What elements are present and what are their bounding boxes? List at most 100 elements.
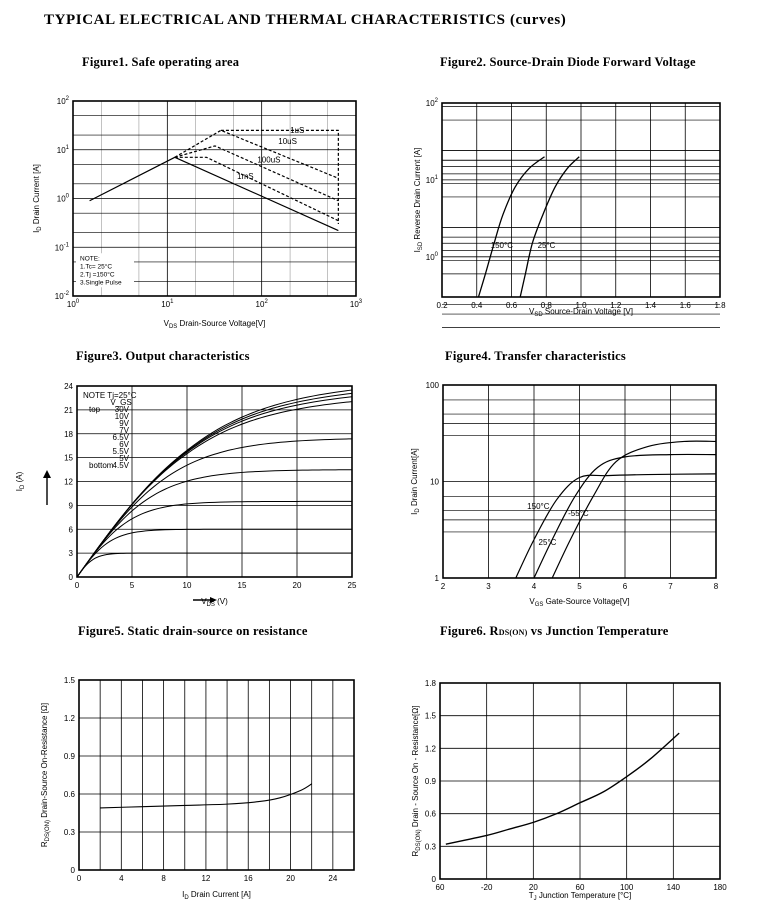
output-curve-5_5V xyxy=(76,500,353,578)
y-tick-label: 1.2 xyxy=(64,714,76,723)
x-tick-label: 101 xyxy=(161,299,174,309)
x-tick-label: 60 xyxy=(576,883,585,892)
x-axis-label: TJ Junction Temperature [°C] xyxy=(529,891,632,902)
legend-vgs: V_GS xyxy=(110,398,131,407)
x-axis-label: VDS Drain-Source Voltage[V] xyxy=(164,319,266,330)
legend-vgs-value: 7V xyxy=(119,426,129,435)
x-tick-label: 100 xyxy=(67,299,80,309)
y-tick-label: 0 xyxy=(432,875,437,884)
note-box xyxy=(76,253,134,288)
transfer-curve xyxy=(533,453,717,579)
y-tick-label: 12 xyxy=(64,478,73,487)
legend-vgs-value: 30V xyxy=(115,405,130,414)
y-axis-label: ID Drain Current [A] xyxy=(32,164,43,233)
output-curve-6_5V xyxy=(76,438,353,578)
fig3-title: Figure3. Output characteristics xyxy=(76,349,250,363)
x-tick-label: 5 xyxy=(130,581,135,590)
x-tick-label: 20 xyxy=(286,874,295,883)
legend-tag: top xyxy=(89,405,101,414)
x-axis-label: ID Drain Current [A] xyxy=(182,890,251,901)
plot-frame xyxy=(439,682,721,880)
x-tick-label: 102 xyxy=(256,299,269,309)
temp-label: 150°C xyxy=(491,241,514,250)
x-tick-label: 60 xyxy=(436,883,445,892)
diode-curve xyxy=(477,156,545,298)
x-tick-label: 16 xyxy=(244,874,253,883)
note-line: 1.Tc= 25°C xyxy=(80,262,112,270)
y-tick-label: 101 xyxy=(426,175,439,185)
soa-line-100us xyxy=(174,145,339,202)
plot-frame xyxy=(441,102,721,298)
fig4-title: Figure4. Transfer characteristics xyxy=(445,349,626,363)
y-tick-label: 100 xyxy=(426,381,440,390)
legend-vgs-value: 4.5V xyxy=(113,461,130,470)
x-tick-label: 0.4 xyxy=(471,301,483,310)
plot-frame xyxy=(76,385,353,578)
y-tick-label: 0 xyxy=(71,866,76,875)
figure5-chart: 0 4 8 12 16 20 24 0 0.3 0.6 0.9 1.2 1.5 ID Drain Curr… xyxy=(40,676,355,901)
y-axis-label: ID Drain Current[A] xyxy=(410,448,421,515)
x-tick-label: 10 xyxy=(183,581,192,590)
y-tick-label: 0.9 xyxy=(425,777,437,786)
x-tick-label: 0 xyxy=(77,874,82,883)
x-tick-label: 1.2 xyxy=(610,301,622,310)
y-axis-arrowhead xyxy=(43,470,51,478)
plot-frame xyxy=(78,679,355,871)
x-tick-label: 1.6 xyxy=(680,301,692,310)
y-tick-label: 6 xyxy=(69,525,74,534)
y-tick-label: 10 xyxy=(430,478,439,487)
x-tick-label: 0 xyxy=(75,581,80,590)
x-tick-label: 0.6 xyxy=(506,301,518,310)
temp-label: 150°C xyxy=(527,502,550,511)
fig6-title-prefix: Figure6. R xyxy=(440,624,499,638)
y-tick-label: 1.5 xyxy=(425,712,437,721)
y-tick-label: 0.6 xyxy=(425,810,437,819)
y-axis-label: ID (A) xyxy=(15,471,26,491)
y-tick-label: 24 xyxy=(64,382,73,391)
y-tick-label: 0.6 xyxy=(64,790,76,799)
y-tick-label: 102 xyxy=(57,96,70,106)
output-curve-7V xyxy=(76,401,353,578)
page-title: TYPICAL ELECTRICAL AND THERMAL CHARACTER… xyxy=(44,12,567,28)
legend-vgs-value: 5.5V xyxy=(113,447,130,456)
y-tick-label: 1.2 xyxy=(425,744,437,753)
y-tick-label: 100 xyxy=(57,194,70,204)
legend-vgs-value: 9V xyxy=(119,419,129,428)
soa-label: 100uS xyxy=(257,155,280,164)
figure2-chart: 0.2 0.4 0.6 0.8 1.0 1.2 1.4 1.6 1.8 100 101 102 VSD … xyxy=(413,98,726,328)
y-tick-label: 9 xyxy=(69,501,74,510)
fig2-title: Figure2. Source-Drain Diode Forward Volt… xyxy=(440,55,696,69)
x-tick-label: 4 xyxy=(532,582,537,591)
y-tick-label: 18 xyxy=(64,430,73,439)
x-tick-label: -20 xyxy=(481,883,493,892)
x-tick-label: 15 xyxy=(238,581,247,590)
x-tick-label: 100 xyxy=(620,883,634,892)
x-tick-label: 3 xyxy=(486,582,491,591)
rds-temp-curve xyxy=(445,732,680,845)
figure3-chart: 0 5 10 15 20 25 0 3 6 9 12 15 18 21 24 VDS (V) ID (A) NOT… xyxy=(15,382,357,608)
soa-label: 10uS xyxy=(278,137,297,146)
y-tick-label: 1 xyxy=(435,574,440,583)
temp-label: 25°C xyxy=(539,538,557,547)
y-tick-label: 0 xyxy=(69,573,74,582)
soa-line-1ms xyxy=(174,156,339,222)
y-tick-label: 10-1 xyxy=(55,242,70,252)
legend-vgs-value: 6.5V xyxy=(113,433,130,442)
x-tick-label: 1.8 xyxy=(714,301,726,310)
y-tick-label: 15 xyxy=(64,454,73,463)
output-curve-6V xyxy=(76,469,353,578)
legend-vgs-value: 10V xyxy=(115,412,130,421)
x-tick-label: 103 xyxy=(350,299,363,309)
soa-line-1us xyxy=(220,129,339,224)
figure1-chart: 100 101 102 103 10-2 10-1 100 101 102 VDS Drain-S… xyxy=(32,96,363,330)
y-tick-label: 101 xyxy=(57,145,70,155)
x-tick-label: 12 xyxy=(201,874,210,883)
x-tick-label: 180 xyxy=(713,883,727,892)
fig6-title: Figure6. RDS(ON) vs Junction Temperature xyxy=(440,624,669,639)
fig6-title-sub: DS(ON) xyxy=(498,628,528,637)
figure4-chart: 2 3 4 5 6 7 8 1 10 100 VGS Gate-Source Voltage[V] I… xyxy=(410,381,719,608)
soa-line-10us xyxy=(174,129,339,179)
y-tick-label: 100 xyxy=(426,252,439,262)
legend-note: NOTE Tj=25°C xyxy=(83,391,137,400)
